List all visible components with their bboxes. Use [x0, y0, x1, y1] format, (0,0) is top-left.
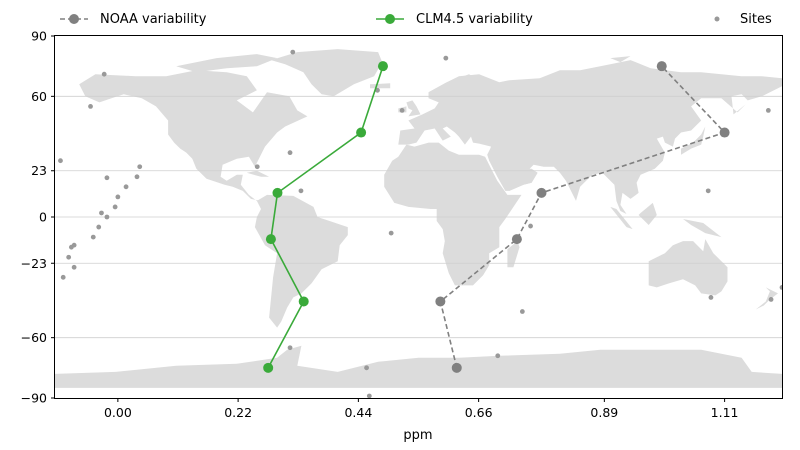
site-point [768, 297, 774, 302]
y-tick-label: 90 [31, 29, 47, 44]
land-new-zealand [755, 287, 778, 310]
land-new-guinea [683, 219, 722, 238]
land-arctic-islands [176, 54, 278, 73]
clm-series-line [267, 65, 384, 369]
clm-point [356, 127, 367, 138]
land-borneo [638, 202, 657, 225]
legend-noaa-label: NOAA variability [100, 11, 207, 27]
legend-sites-swatch [714, 16, 720, 22]
land-north-america [79, 70, 308, 201]
site-point [99, 210, 104, 216]
land-africa [384, 142, 522, 286]
x-axis-title: ppm [403, 428, 432, 443]
clm-point [298, 296, 309, 307]
site-point [287, 150, 293, 156]
site-point [779, 284, 782, 290]
y-tick-label: −60 [21, 330, 47, 345]
clm-point [263, 362, 274, 373]
clm-point [377, 61, 388, 72]
site-point [137, 164, 143, 170]
axis-ticks: 90 60 23 0 −23 −60 −90 0.00 0.22 0.44 0.66 0.89 1.11 [21, 29, 739, 421]
land-south-america [254, 194, 348, 328]
site-point [364, 365, 369, 371]
legend-clm-label: CLM4.5 variability [416, 11, 533, 27]
site-point [88, 103, 93, 109]
noaa-point [435, 296, 446, 307]
site-point [115, 194, 121, 200]
land-antarctica [55, 345, 782, 388]
legend-clm-swatch [376, 14, 404, 24]
site-point [298, 188, 304, 194]
x-tick-label: 0.44 [344, 405, 372, 420]
land-eurasia [398, 60, 782, 214]
site-point [765, 108, 771, 113]
y-tick-label: 23 [31, 163, 47, 178]
land-japan [681, 126, 706, 155]
land-australia [648, 239, 728, 296]
world-map-background [55, 49, 782, 388]
site-point [58, 158, 63, 164]
site-point [366, 393, 372, 398]
noaa-point [719, 127, 730, 138]
x-tick-label: 1.11 [711, 405, 739, 420]
site-point [399, 108, 405, 113]
noaa-point [536, 187, 547, 198]
series-marks [58, 49, 782, 398]
land-cuba [246, 170, 270, 177]
site-point [375, 87, 380, 93]
site-point [388, 230, 394, 236]
legend-item-sites: Sites [706, 8, 772, 30]
land-siberia-islands [610, 56, 631, 63]
land-greenland [271, 49, 383, 97]
sites-series [58, 49, 782, 398]
site-point [705, 188, 711, 194]
land-great-britain [406, 100, 421, 117]
y-tick-label: 60 [31, 89, 47, 104]
land-iceland [370, 83, 391, 89]
land-scandinavia [428, 74, 480, 105]
x-tick-label: 0.89 [590, 405, 618, 420]
x-tick-label: 0.66 [465, 405, 493, 420]
site-point [66, 254, 72, 260]
land-arabia-iran [489, 140, 544, 191]
clm-point [272, 187, 283, 198]
y-tick-label: −90 [21, 391, 47, 406]
noaa-point [511, 234, 522, 245]
legend-noaa-swatch [60, 14, 88, 24]
site-point [90, 234, 96, 240]
y-tick-label: −23 [21, 256, 47, 271]
site-point [101, 71, 107, 77]
site-point [60, 274, 66, 280]
site-point [443, 55, 449, 61]
site-point [519, 309, 525, 314]
legend-sites-label: Sites [740, 11, 772, 27]
noaa-series-line [439, 65, 727, 368]
horizontal-gridlines [55, 95, 782, 339]
site-point [287, 345, 293, 351]
legend-item-clm: CLM4.5 variability [376, 8, 533, 30]
site-point [71, 264, 77, 270]
site-point [134, 174, 140, 180]
site-point [112, 204, 118, 210]
land-madagascar [507, 241, 520, 268]
site-point [254, 164, 260, 170]
noaa-point [451, 362, 462, 373]
x-tick-label: 0.00 [104, 405, 132, 420]
x-tick-label: 0.22 [224, 405, 252, 420]
site-point [708, 295, 714, 300]
site-point [123, 184, 129, 190]
clm-point [265, 234, 276, 245]
site-point [104, 214, 110, 220]
y-tick-label: 0 [39, 210, 47, 225]
site-point [104, 175, 110, 181]
site-point [290, 49, 296, 55]
site-point [528, 223, 533, 229]
site-point [68, 244, 74, 250]
site-point [495, 353, 501, 359]
land-sumatra [610, 206, 633, 230]
site-point [96, 224, 102, 230]
legend-item-noaa: NOAA variability [60, 8, 206, 30]
noaa-point [656, 61, 667, 72]
